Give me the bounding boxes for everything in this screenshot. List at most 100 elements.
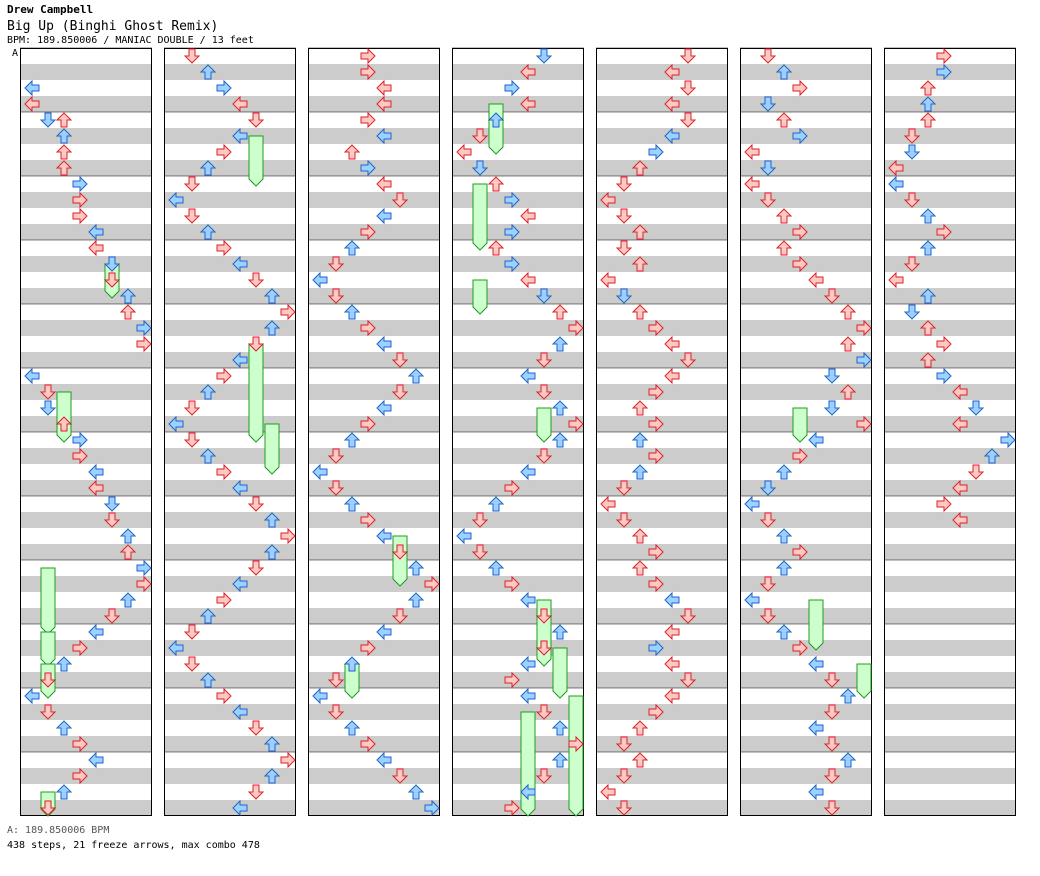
step-arrow (631, 224, 649, 240)
bpm-section-marker: A (12, 48, 19, 59)
freeze-arrow (792, 407, 808, 443)
step-arrow (247, 112, 265, 128)
step-arrow (39, 800, 57, 816)
freeze-arrow (392, 535, 408, 587)
freeze-arrow (248, 343, 264, 443)
step-arrow (376, 623, 392, 641)
step-arrow (327, 448, 345, 464)
beat-stripe (308, 128, 440, 144)
step-arrow (952, 415, 968, 433)
beat-stripe (884, 320, 1016, 336)
step-arrow (55, 160, 73, 176)
step-arrow (664, 591, 680, 609)
step-arrow (327, 256, 345, 272)
beat-stripe (308, 288, 440, 304)
step-arrow (280, 303, 296, 321)
beat-stripe (596, 352, 728, 368)
beat-stripe (452, 704, 584, 720)
step-arrow (775, 560, 793, 576)
beat-stripe (164, 64, 296, 80)
beat-stripe (164, 160, 296, 176)
step-arrow (376, 79, 392, 97)
beat-stripe (884, 128, 1016, 144)
step-arrow (792, 543, 808, 561)
step-arrow (312, 271, 328, 289)
step-arrow (24, 367, 40, 385)
beat-stripe (20, 160, 152, 176)
beat-stripe (308, 384, 440, 400)
beat-stripe (452, 64, 584, 80)
step-arrow (247, 720, 265, 736)
step-arrow (775, 464, 793, 480)
step-stats: 438 steps, 21 freeze arrows, max combo 4… (7, 840, 260, 851)
beat-stripe (308, 480, 440, 496)
step-arrow (487, 112, 505, 128)
beat-stripe (740, 288, 872, 304)
step-arrow (664, 367, 680, 385)
step-arrow (327, 288, 345, 304)
step-arrow (919, 80, 937, 96)
step-arrow (55, 128, 73, 144)
step-arrow (391, 544, 409, 560)
step-arrow (648, 703, 664, 721)
step-arrow (232, 351, 248, 369)
step-arrow (520, 207, 536, 225)
beat-stripe (740, 608, 872, 624)
step-arrow (520, 655, 536, 673)
step-arrow (391, 352, 409, 368)
step-arrow (679, 80, 697, 96)
step-arrow (823, 368, 841, 384)
step-arrow (103, 496, 121, 512)
step-arrow (631, 560, 649, 576)
beat-stripe (20, 352, 152, 368)
beat-stripe (740, 384, 872, 400)
beat-stripe (884, 288, 1016, 304)
beat-stripe (884, 544, 1016, 560)
beat-stripe (308, 96, 440, 112)
step-arrow (792, 223, 808, 241)
beat-stripe (20, 704, 152, 720)
step-arrow (376, 127, 392, 145)
beat-stripe (452, 448, 584, 464)
step-arrow (839, 304, 857, 320)
step-arrow (280, 751, 296, 769)
step-arrow (360, 47, 376, 65)
step-arrow (568, 415, 584, 433)
step-arrow (360, 319, 376, 337)
step-arrow (648, 143, 664, 161)
beat-stripe (164, 672, 296, 688)
beat-stripe (20, 416, 152, 432)
beat-stripe (596, 224, 728, 240)
step-arrow (263, 288, 281, 304)
step-arrow (504, 671, 520, 689)
beat-stripe (308, 352, 440, 368)
step-arrow (360, 415, 376, 433)
step-arrow (343, 144, 361, 160)
step-arrow (615, 768, 633, 784)
step-arrow (615, 512, 633, 528)
beat-stripe (740, 160, 872, 176)
bpm-summary: A: 189.850006 BPM (7, 825, 110, 836)
step-arrow (504, 223, 520, 241)
beat-stripe (884, 256, 1016, 272)
step-arrow (55, 144, 73, 160)
step-arrow (520, 687, 536, 705)
beat-stripe (308, 672, 440, 688)
step-arrow (775, 624, 793, 640)
chart-column-1 (20, 47, 152, 816)
beat-stripe (596, 736, 728, 752)
beat-stripe (20, 288, 152, 304)
step-arrow (72, 639, 88, 657)
step-arrow (487, 560, 505, 576)
step-arrow (391, 192, 409, 208)
step-arrow (759, 576, 777, 592)
step-arrow (391, 608, 409, 624)
beat-stripe (596, 768, 728, 784)
beat-stripe (740, 352, 872, 368)
step-arrow (535, 448, 553, 464)
step-arrow (823, 768, 841, 784)
step-arrow (327, 704, 345, 720)
step-arrow (216, 79, 232, 97)
step-arrow (183, 176, 201, 192)
